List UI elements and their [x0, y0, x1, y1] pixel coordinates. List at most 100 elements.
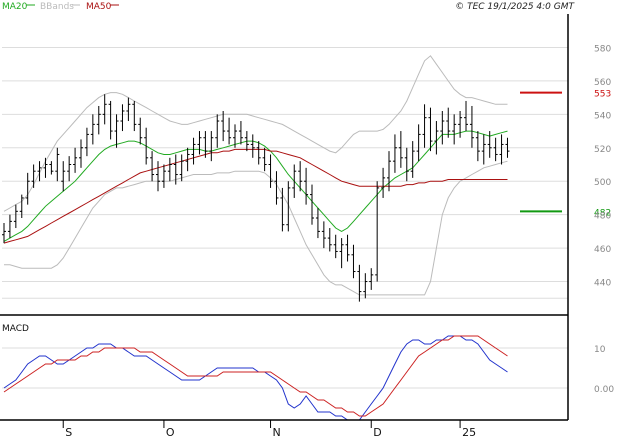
frame: [0, 14, 569, 421]
price-bar: [321, 221, 326, 249]
price-bar: [505, 137, 510, 158]
price-bar: [138, 117, 143, 145]
price-bar: [410, 141, 415, 178]
price-bar: [434, 121, 439, 155]
price-bar: [375, 181, 380, 282]
price-bar: [191, 137, 196, 165]
macd-series-signal: [3, 335, 508, 417]
price-bar: [37, 161, 42, 182]
price-bar: [114, 114, 119, 148]
price-bar: [481, 134, 486, 165]
price-bar: [422, 104, 427, 148]
price-bar: [416, 124, 421, 162]
macd-ytick-label: 0.00: [594, 385, 614, 395]
xtick-label-N: N: [273, 426, 281, 439]
price-bar: [90, 114, 95, 145]
price-bar: [351, 244, 356, 279]
price-bar: [452, 114, 457, 145]
price-bar: [96, 105, 101, 135]
price-bar: [244, 131, 249, 152]
price-bar: [49, 161, 54, 175]
price-bar: [55, 147, 60, 182]
price-bar: [475, 131, 480, 162]
ytick-label-560: 560: [594, 78, 611, 88]
price-bar: [274, 171, 279, 205]
ytick-label-480: 480: [594, 212, 611, 222]
price-bar: [203, 131, 208, 158]
level-label-482: 482: [594, 208, 611, 218]
price-bar: [221, 110, 226, 142]
xtick-label-S: S: [65, 426, 72, 439]
price-bar: [369, 268, 374, 290]
price-bar: [19, 194, 24, 219]
price-bar: [298, 161, 303, 192]
price-bar: [327, 228, 332, 252]
series-ma20: [3, 130, 508, 242]
ytick-label-580: 580: [594, 44, 611, 54]
price-bar: [304, 167, 309, 205]
price-bar: [487, 131, 492, 158]
price-bar: [280, 187, 285, 232]
price-bar: [440, 110, 445, 145]
price-bar: [268, 154, 273, 188]
macd-title: MACD: [2, 324, 29, 334]
legend-ma20: MA20: [2, 2, 28, 12]
ytick-label-500: 500: [594, 178, 611, 188]
xtick-label-O: O: [166, 426, 175, 439]
bollinger-bands: [3, 55, 508, 296]
xtick-label-D: D: [373, 426, 381, 439]
price-bar: [144, 127, 149, 165]
price-bar: [156, 161, 161, 192]
price-bar: [292, 164, 297, 198]
xtick-label-25: 25: [462, 426, 476, 439]
price-bar: [102, 94, 107, 125]
price-bar: [67, 156, 72, 182]
price-bar: [132, 100, 137, 132]
legend-bbands: BBands: [40, 2, 74, 12]
price-bar: [499, 134, 504, 165]
ytick-label-520: 520: [594, 145, 611, 155]
legend-ma50: MA50: [86, 2, 112, 12]
price-bar: [197, 131, 202, 155]
price-bar: [333, 234, 338, 259]
series-ma50: [3, 148, 508, 244]
price-bar: [43, 157, 48, 178]
moving-averages: [3, 130, 508, 244]
price-bar: [227, 117, 232, 145]
macd-ytick-label: 10: [594, 345, 606, 355]
series-bbands-upper: [3, 55, 508, 212]
price-bar: [13, 204, 18, 229]
price-bar: [250, 134, 255, 158]
price-bar: [233, 124, 238, 148]
price-bar: [469, 105, 474, 148]
price-bar: [256, 141, 261, 165]
price-bar: [286, 181, 291, 232]
price-bar: [79, 139, 84, 168]
price-bar: [179, 154, 184, 182]
price-bar: [392, 134, 397, 173]
price-bar: [404, 147, 409, 182]
price-bar: [458, 110, 463, 138]
price-bar: [238, 121, 243, 145]
price-bar: [73, 147, 78, 173]
price-bar: [84, 127, 89, 157]
price-bar: [428, 107, 433, 152]
price-bar: [262, 147, 267, 172]
macd-series-macd: [3, 335, 508, 421]
annotations: 553 482: [520, 90, 611, 218]
copyright-text: © TEC 19/1/2025 4:0 GMT: [455, 2, 575, 12]
macd-panel: [3, 335, 508, 421]
price-bar: [363, 273, 368, 299]
price-bar: [61, 161, 66, 192]
ytick-label-460: 460: [594, 245, 611, 255]
price-bar: [315, 207, 320, 239]
price-bar: [185, 147, 190, 172]
price-bars: [2, 94, 510, 302]
price-bar: [339, 238, 344, 269]
legend: MA20 BBands MA50: [2, 2, 119, 12]
price-bar: [161, 164, 166, 188]
price-bar: [493, 137, 498, 162]
price-bar: [209, 131, 214, 162]
price-bar: [108, 100, 113, 140]
